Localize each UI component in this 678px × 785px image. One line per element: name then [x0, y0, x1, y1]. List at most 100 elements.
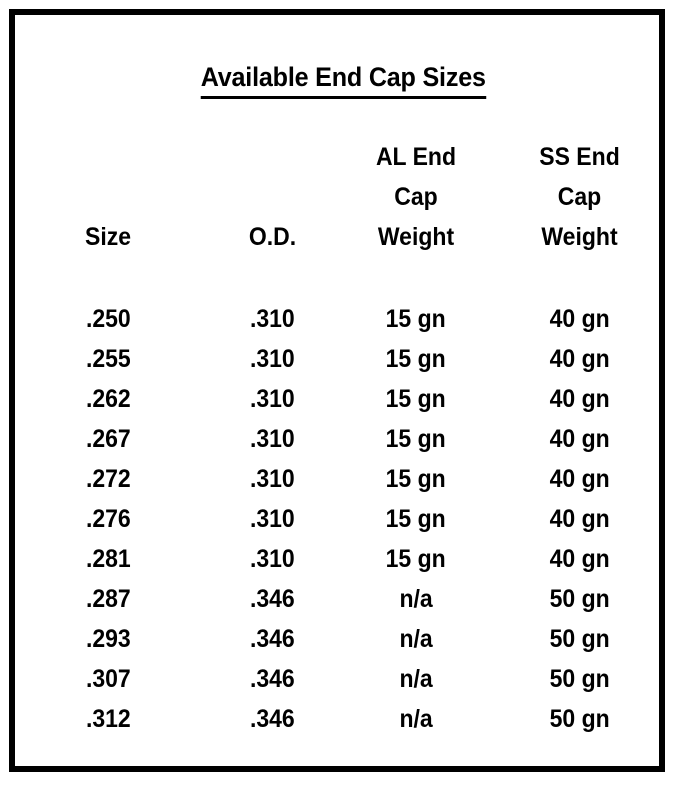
column-header-al-line-1: AL End [375, 143, 457, 171]
cell-od: .310 [201, 339, 344, 379]
cell-value-al_weight: 15 gn [385, 465, 447, 493]
cell-al_weight: 15 gn [344, 459, 488, 499]
cell-size: .281 [15, 539, 201, 579]
cell-value-size: .307 [85, 665, 131, 693]
cell-value-ss_weight: 40 gn [549, 305, 610, 333]
cell-value-od: .310 [250, 345, 295, 373]
table-row: .287 .346 n/a 50 gn [15, 579, 671, 619]
cell-value-size: .287 [85, 585, 131, 613]
cell-size: .255 [15, 339, 201, 379]
cell-value-al_weight: 15 gn [385, 345, 447, 373]
cell-size: .272 [15, 459, 201, 499]
cell-value-al_weight: n/a [399, 705, 433, 733]
table-row: .262 .310 15 gn 40 gn [15, 379, 671, 419]
cell-value-al_weight: n/a [399, 585, 433, 613]
cell-od: .310 [201, 419, 344, 459]
cell-al_weight: 15 gn [344, 299, 488, 339]
end-cap-sizes-table: Size O.D. AL End Cap Weight SS End Cap [15, 137, 671, 739]
cell-size: .262 [15, 379, 201, 419]
column-header-al-line-3: Weight [377, 223, 455, 251]
cell-value-size: .255 [85, 345, 131, 373]
cell-al_weight: 15 gn [344, 539, 488, 579]
cell-value-od: .346 [250, 705, 295, 733]
cell-ss_weight: 40 gn [488, 299, 671, 339]
cell-value-size: .250 [85, 305, 131, 333]
cell-ss_weight: 40 gn [488, 379, 671, 419]
table-content: Available End Cap Sizes Size O.D. [15, 15, 671, 778]
cell-value-ss_weight: 40 gn [549, 465, 610, 493]
table-row: .272 .310 15 gn 40 gn [15, 459, 671, 499]
cell-value-od: .346 [250, 665, 295, 693]
cell-value-od: .346 [250, 625, 295, 653]
cell-size: .307 [15, 659, 201, 699]
cell-size: .250 [15, 299, 201, 339]
cell-size: .312 [15, 699, 201, 739]
cell-value-ss_weight: 40 gn [549, 425, 610, 453]
cell-al_weight: n/a [344, 579, 488, 619]
cell-value-ss_weight: 50 gn [549, 625, 610, 653]
cell-al_weight: 15 gn [344, 499, 488, 539]
column-header-size-line-1: Size [84, 223, 132, 251]
cell-ss_weight: 50 gn [488, 659, 671, 699]
cell-ss_weight: 40 gn [488, 339, 671, 379]
column-header-od-line-1: O.D. [248, 223, 297, 251]
cell-od: .310 [201, 499, 344, 539]
cell-value-od: .346 [250, 585, 295, 613]
column-header-ss-line-2: Cap [557, 183, 602, 211]
cell-al_weight: 15 gn [344, 419, 488, 459]
header-body-spacer [15, 259, 671, 299]
table-row: .276 .310 15 gn 40 gn [15, 499, 671, 539]
cell-value-ss_weight: 40 gn [549, 345, 610, 373]
table-row: .267 .310 15 gn 40 gn [15, 419, 671, 459]
table-row: .281 .310 15 gn 40 gn [15, 539, 671, 579]
cell-ss_weight: 40 gn [488, 499, 671, 539]
cell-size: .293 [15, 619, 201, 659]
cell-value-al_weight: 15 gn [385, 505, 447, 533]
cell-value-ss_weight: 50 gn [549, 705, 610, 733]
cell-value-ss_weight: 40 gn [549, 385, 610, 413]
cell-al_weight: 15 gn [344, 379, 488, 419]
cell-value-al_weight: n/a [399, 665, 433, 693]
cell-value-ss_weight: 40 gn [549, 505, 610, 533]
cell-value-ss_weight: 50 gn [549, 665, 610, 693]
cell-value-od: .310 [250, 505, 295, 533]
cell-value-al_weight: 15 gn [385, 385, 447, 413]
cell-value-od: .310 [250, 465, 295, 493]
cell-ss_weight: 50 gn [488, 699, 671, 739]
table-body: .250.310 15 gn 40 gn .255.310 15 gn 40 gn .262… [15, 259, 671, 739]
cell-value-al_weight: 15 gn [385, 425, 447, 453]
cell-ss_weight: 50 gn [488, 619, 671, 659]
cell-al_weight: n/a [344, 619, 488, 659]
cell-ss_weight: 40 gn [488, 419, 671, 459]
table-header-row: Size O.D. AL End Cap Weight SS End Cap [15, 137, 671, 259]
cell-ss_weight: 50 gn [488, 579, 671, 619]
column-header-size: Size [15, 137, 201, 259]
cell-value-al_weight: 15 gn [385, 305, 447, 333]
cell-value-ss_weight: 50 gn [549, 585, 610, 613]
cell-value-od: .310 [250, 545, 295, 573]
table-row: .293 .346 n/a 50 gn [15, 619, 671, 659]
table-header: Size O.D. AL End Cap Weight SS End Cap [15, 137, 671, 259]
column-header-ss-line-3: Weight [541, 223, 618, 251]
page-title-container: Available End Cap Sizes [15, 62, 671, 99]
cell-al_weight: n/a [344, 659, 488, 699]
cell-value-od: .310 [250, 305, 295, 333]
cell-od: .310 [201, 299, 344, 339]
cell-od: .310 [201, 539, 344, 579]
cell-value-od: .310 [250, 425, 295, 453]
cell-value-al_weight: n/a [399, 625, 433, 653]
cell-od: .346 [201, 579, 344, 619]
cell-value-size: .272 [85, 465, 131, 493]
table-frame-border: Available End Cap Sizes Size O.D. [9, 9, 665, 772]
cell-value-size: .267 [85, 425, 131, 453]
cell-ss_weight: 40 gn [488, 539, 671, 579]
cell-size: .267 [15, 419, 201, 459]
cell-value-size: .276 [85, 505, 131, 533]
cell-size: .287 [15, 579, 201, 619]
column-header-ss-line-1: SS End [539, 143, 620, 171]
column-header-od: O.D. [201, 137, 344, 259]
cell-value-size: .293 [85, 625, 131, 653]
cell-value-size: .312 [85, 705, 131, 733]
table-row: .255 .310 15 gn 40 gn [15, 339, 671, 379]
